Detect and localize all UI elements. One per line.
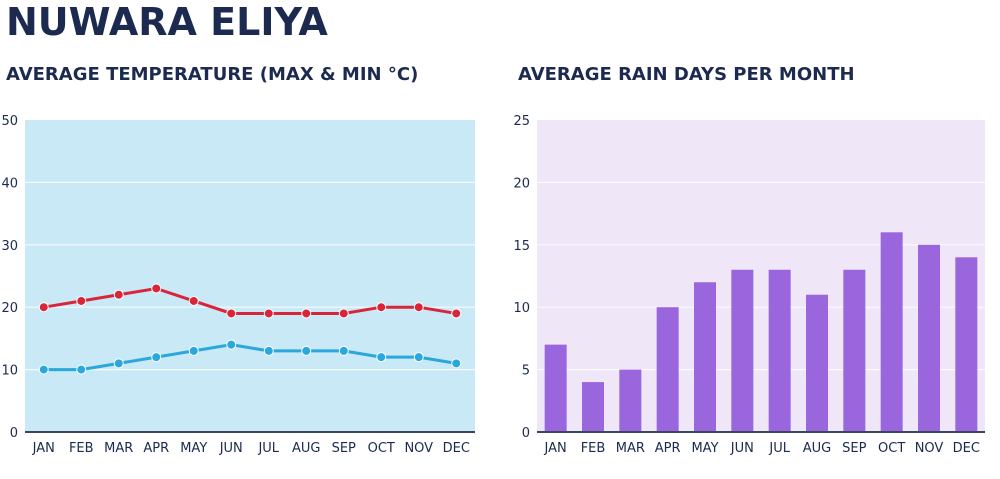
y-tick-label: 50	[1, 114, 18, 129]
data-point	[113, 358, 124, 369]
data-point	[451, 308, 462, 319]
bar-jul	[768, 269, 791, 432]
data-point	[338, 345, 349, 356]
data-point	[113, 289, 124, 300]
y-tick-label: 30	[1, 239, 18, 254]
data-point	[301, 345, 312, 356]
x-tick-label: FEB	[581, 441, 606, 456]
x-tick-label: MAR	[616, 441, 645, 456]
y-tick-label: 20	[1, 301, 18, 316]
data-point	[151, 283, 162, 294]
data-point	[151, 352, 162, 363]
x-tick-label: JUL	[257, 441, 279, 456]
y-tick-label: 25	[513, 114, 530, 129]
bar-may	[694, 282, 716, 432]
series-line-0	[43, 286, 457, 315]
x-tick-label: DEC	[443, 441, 470, 456]
bar-mar	[619, 369, 642, 432]
x-tick-label: AUG	[803, 441, 831, 456]
x-tick-label: FEB	[69, 441, 94, 456]
data-point	[188, 295, 199, 306]
y-tick-label: 10	[1, 364, 18, 379]
x-tick-label: JUN	[730, 441, 754, 456]
bar-apr	[656, 307, 679, 432]
data-point	[376, 302, 387, 313]
x-tick-label: NOV	[915, 441, 944, 456]
x-tick-label: NOV	[404, 441, 433, 456]
x-tick-label: APR	[143, 441, 169, 456]
data-point	[451, 358, 462, 369]
data-point	[76, 295, 87, 306]
x-tick-label: SEP	[842, 441, 866, 456]
bar-feb	[582, 382, 604, 432]
x-tick-label: SEP	[332, 441, 356, 456]
x-tick-label: APR	[655, 441, 681, 456]
bar-jan	[544, 344, 567, 432]
bar-oct	[880, 232, 903, 432]
x-tick-label: JUN	[219, 441, 243, 456]
data-point	[263, 345, 274, 356]
series-line-1	[43, 343, 457, 372]
temperature-chart-title: AVERAGE TEMPERATURE (MAX & MIN °C)	[6, 64, 419, 85]
data-point	[188, 345, 199, 356]
x-tick-label: DEC	[953, 441, 980, 456]
x-tick-label: MAR	[104, 441, 133, 456]
data-point	[226, 339, 237, 350]
bar-nov	[918, 244, 940, 432]
x-tick-label: JAN	[32, 441, 55, 456]
data-point	[301, 308, 312, 319]
x-tick-label: JUL	[768, 441, 790, 456]
data-point	[263, 308, 274, 319]
y-tick-label: 0	[10, 426, 18, 441]
plot-background	[537, 120, 985, 432]
y-tick-label: 15	[513, 239, 530, 254]
bar-dec	[955, 257, 978, 432]
y-tick-label: 10	[513, 301, 530, 316]
data-point	[38, 364, 49, 375]
bar-jun	[731, 269, 754, 432]
data-point	[38, 302, 49, 313]
x-tick-label: MAY	[180, 441, 207, 456]
x-tick-label: OCT	[878, 441, 905, 456]
plot-background	[25, 120, 475, 432]
bar-sep	[843, 269, 866, 432]
y-tick-label: 20	[513, 176, 530, 191]
y-tick-label: 5	[522, 364, 530, 379]
bar-aug	[806, 294, 828, 432]
y-tick-label: 0	[522, 426, 530, 441]
page-title: NUWARA ELIYA	[6, 0, 328, 44]
x-tick-label: AUG	[292, 441, 320, 456]
data-point	[376, 352, 387, 363]
data-point	[413, 352, 424, 363]
x-tick-label: MAY	[691, 441, 718, 456]
x-tick-label: JAN	[544, 441, 567, 456]
x-tick-label: OCT	[368, 441, 395, 456]
rain-chart-title: AVERAGE RAIN DAYS PER MONTH	[518, 64, 855, 85]
data-point	[338, 308, 349, 319]
data-point	[76, 364, 87, 375]
data-point	[413, 302, 424, 313]
y-tick-label: 40	[1, 176, 18, 191]
data-point	[226, 308, 237, 319]
